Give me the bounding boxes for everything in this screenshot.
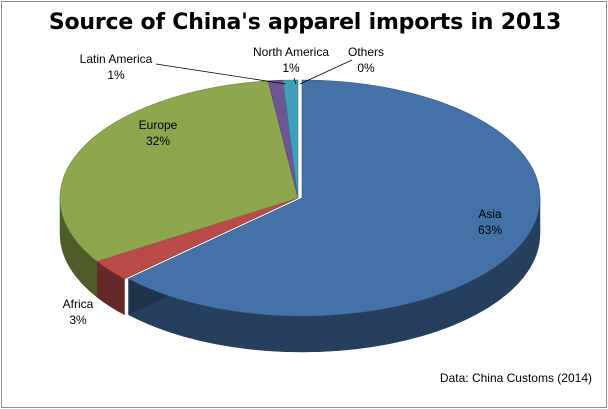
leader-others [299,59,353,85]
value-label-latin-america: 1% [107,68,125,82]
label-africa: Africa [63,297,94,311]
leader-north-america [293,77,297,85]
label-asia: Asia [478,207,502,221]
label-europe: Europe [139,118,178,132]
slice-north-america [282,79,299,199]
source-note: Data: China Customs (2014) [439,371,592,385]
pie-tops [59,79,541,317]
slice-labels: Asia 63% Africa 3% Europe 32% Latin America 1% N… [63,45,503,327]
value-label-europe: 32% [146,134,170,148]
slice-europe [59,80,299,262]
leader-latin-america [155,63,287,85]
value-label-others: 0% [357,61,375,75]
label-north-america: North America [253,45,329,59]
label-others: Others [348,45,384,59]
slice-asia [127,79,541,317]
value-label-asia: 63% [478,223,502,237]
label-latin-america: Latin America [80,52,153,66]
value-label-north-america: 1% [282,61,300,75]
chart-title: Source of China's apparel imports in 201… [48,10,562,35]
value-label-africa: 3% [69,313,87,327]
